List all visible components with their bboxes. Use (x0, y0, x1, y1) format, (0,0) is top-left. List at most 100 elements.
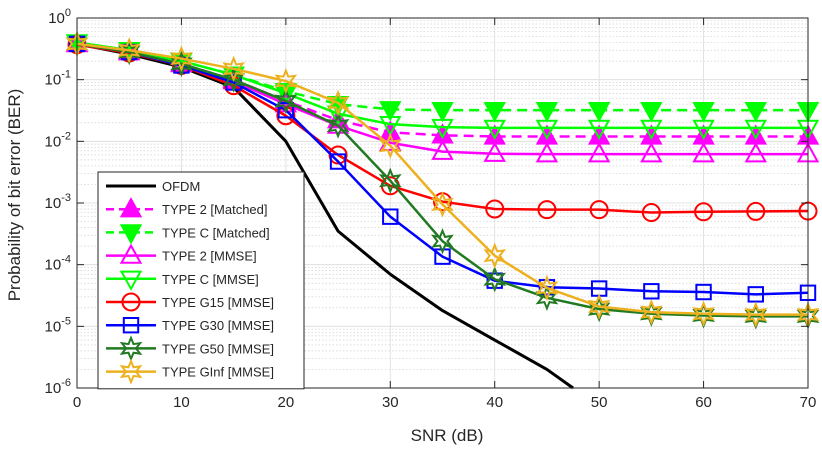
marker-point (485, 199, 505, 219)
legend-label: OFDM (162, 179, 200, 194)
marker-point (483, 141, 506, 162)
y-tick-label: 10-5 (45, 315, 71, 335)
marker-point (692, 142, 715, 163)
marker-point (692, 300, 715, 327)
series-line (76, 41, 808, 130)
marker-point (119, 358, 143, 385)
legend[interactable]: OFDM TYPE 2 [Matched] TYPE C [Matched] TYPE… (97, 171, 305, 390)
legend-label: TYPE GInf [MMSE] (162, 365, 274, 380)
marker-point (694, 202, 714, 222)
marker-point (483, 242, 507, 269)
marker-point (744, 142, 767, 163)
legend-label: TYPE G50 [MMSE] (162, 341, 274, 356)
marker-point (535, 119, 559, 140)
marker-point (378, 167, 402, 194)
marker-point (483, 119, 506, 140)
marker-point (643, 283, 660, 300)
marker-point (744, 101, 767, 123)
marker-point (378, 132, 402, 159)
marker-point (641, 203, 661, 223)
marker-point (692, 119, 715, 140)
marker-point (483, 101, 506, 123)
legend-entry[interactable]: TYPE G15 [MMSE] (106, 292, 274, 312)
legend-entry[interactable]: TYPE GInf [MMSE] (106, 358, 274, 385)
marker-point (326, 112, 350, 139)
marker-point (483, 266, 507, 293)
y-axis-label: Probability of bit error (BER) (5, 89, 24, 302)
marker-point (170, 45, 193, 72)
legend-entry[interactable]: TYPE 2 [Matched] (106, 197, 268, 218)
legend-label: TYPE G15 [MMSE] (162, 295, 274, 310)
legend-entry[interactable]: TYPE C [Matched] (106, 224, 270, 245)
x-tick-labels: 0 10 20 30 40 50 60 70 (73, 394, 817, 411)
y-tick-label: 100 (48, 7, 71, 27)
y-tick-label: 10-1 (45, 69, 71, 89)
legend-entry[interactable]: TYPE 2 [MMSE] (106, 243, 257, 264)
marker-point (695, 283, 712, 301)
x-tick-label: 10 (173, 394, 190, 411)
x-tick-label: 70 (800, 394, 817, 411)
marker-point (640, 119, 663, 140)
marker-point (329, 153, 347, 170)
marker-point (640, 142, 663, 163)
legend-label: TYPE C [Matched] (162, 225, 270, 240)
marker-point (277, 101, 295, 119)
marker-point (431, 228, 454, 255)
marker-point (431, 101, 454, 123)
marker-point (431, 191, 454, 218)
marker-point (117, 37, 141, 64)
marker-point (431, 139, 454, 160)
y-tick-labels: 10-6 10-5 10-4 10-3 10-2 10-1 100 (45, 7, 71, 397)
y-tick-label: 10-4 (45, 254, 71, 274)
marker-point (692, 101, 715, 123)
marker-point (535, 101, 559, 123)
legend-entry[interactable]: TYPE G50 [MMSE] (106, 335, 274, 362)
y-tick-label: 10-6 (45, 377, 71, 397)
series-line (76, 42, 809, 296)
x-tick-label: 30 (382, 394, 399, 411)
legend-label: TYPE C [MMSE] (162, 272, 259, 287)
marker-point (379, 115, 402, 137)
y-tick-label: 10-2 (45, 130, 71, 150)
marker-point (119, 270, 143, 291)
legend-entry[interactable]: OFDM (106, 179, 200, 194)
x-tick-label: 0 (73, 394, 81, 411)
x-tick-label: 20 (278, 394, 295, 411)
marker-point (746, 201, 766, 221)
x-axis-label: SNR (dB) (411, 426, 484, 445)
marker-point (119, 243, 143, 264)
marker-point (274, 87, 298, 115)
x-tick-label: 40 (486, 394, 503, 411)
marker-point (535, 142, 559, 163)
x-tick-label: 60 (695, 394, 712, 411)
marker-point (589, 200, 609, 220)
marker-point (639, 298, 663, 326)
marker-point (326, 105, 350, 126)
marker-point (587, 142, 611, 163)
marker-point (537, 200, 557, 220)
legend-label: TYPE G30 [MMSE] (162, 318, 274, 333)
marker-point (382, 208, 399, 225)
marker-point (587, 101, 611, 123)
y-tick-label: 10-3 (45, 192, 71, 212)
marker-point (587, 293, 611, 320)
legend-entry[interactable]: TYPE G30 [MMSE] (106, 317, 274, 334)
marker-point (379, 101, 402, 122)
marker-point (170, 50, 193, 78)
series-layer (65, 30, 820, 390)
series-line (76, 42, 808, 318)
marker-point (535, 274, 559, 302)
marker-point (274, 85, 298, 106)
marker-point (122, 317, 140, 334)
legend-label: TYPE 2 [Matched] (162, 202, 268, 217)
legend-entry[interactable]: TYPE C [MMSE] (106, 270, 259, 291)
marker-point (328, 145, 348, 165)
marker-point (121, 292, 141, 312)
series-ofdm (76, 42, 574, 390)
marker-point (326, 89, 350, 117)
marker-point (640, 101, 663, 123)
marker-point (744, 301, 768, 328)
marker-point (274, 67, 298, 95)
marker-point (119, 224, 143, 245)
